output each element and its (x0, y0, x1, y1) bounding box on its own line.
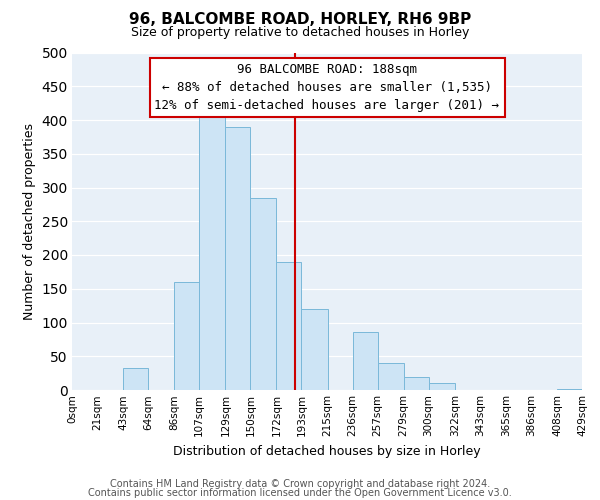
Bar (404, 376, 428, 390)
Bar (301, 309, 328, 390)
Bar (277, 262, 301, 390)
X-axis label: Distribution of detached houses by size in Horley: Distribution of detached houses by size … (173, 444, 481, 458)
Text: Contains HM Land Registry data © Crown copyright and database right 2024.: Contains HM Land Registry data © Crown c… (110, 479, 490, 489)
Bar (428, 383, 455, 390)
Text: 96 BALCOMBE ROAD: 188sqm
← 88% of detached houses are smaller (1,535)
12% of sem: 96 BALCOMBE ROAD: 188sqm ← 88% of detach… (155, 62, 499, 112)
Bar (174, 282, 199, 390)
Text: Size of property relative to detached houses in Horley: Size of property relative to detached ho… (131, 26, 469, 39)
Y-axis label: Number of detached properties: Number of detached properties (23, 122, 36, 320)
Text: 96, BALCOMBE ROAD, HORLEY, RH6 9BP: 96, BALCOMBE ROAD, HORLEY, RH6 9BP (129, 12, 471, 28)
Bar (226, 126, 250, 390)
Bar (250, 198, 277, 390)
Bar (199, 111, 226, 390)
Bar (377, 363, 404, 390)
Bar (123, 368, 148, 390)
Bar (353, 332, 377, 390)
Bar (557, 388, 582, 390)
Text: Contains public sector information licensed under the Open Government Licence v3: Contains public sector information licen… (88, 488, 512, 498)
